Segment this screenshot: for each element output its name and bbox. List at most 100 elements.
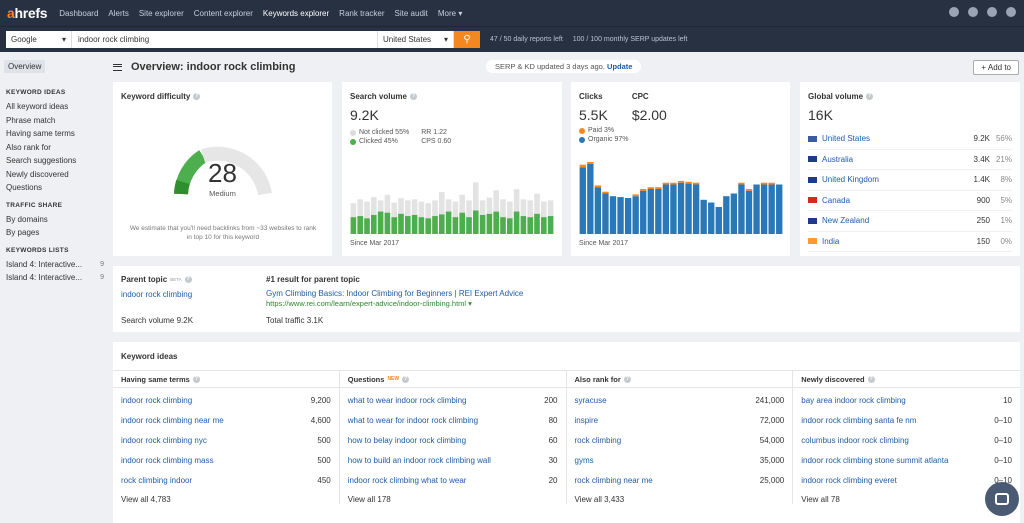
kd-note: We estimate that you'll need backlinks f… <box>129 225 317 241</box>
keyword-link[interactable]: rock climbing near me <box>574 476 653 486</box>
keyword-link[interactable]: inspire <box>574 415 599 425</box>
country-name[interactable]: New Zealand <box>822 216 870 226</box>
nav-item-4[interactable]: Keywords explorer <box>262 8 330 18</box>
help-icon[interactable]: ? <box>623 375 631 383</box>
keyword-link[interactable]: indoor rock climbing santa fe nm <box>801 415 917 425</box>
country-row[interactable]: India 150 0% <box>808 232 1012 252</box>
country-row[interactable]: Australia 3.4K 21% <box>808 150 1012 170</box>
nav-item-1[interactable]: Alerts <box>108 8 129 18</box>
parent-topic-link[interactable]: indoor rock climbing <box>121 290 193 299</box>
country-name[interactable]: United Kingdom <box>822 175 879 185</box>
keyword-link[interactable]: bay area indoor rock climbing <box>801 395 906 405</box>
sidebar-item[interactable]: Island 4: Interactive... 9 <box>6 271 104 285</box>
country-row[interactable]: United States 9.2K 56% <box>808 129 1012 150</box>
keyword-link[interactable]: indoor rock climbing near me <box>121 415 224 425</box>
country-name[interactable]: Australia <box>822 154 854 164</box>
sv-bar-clicked <box>459 212 465 234</box>
nav-item-2[interactable]: Site explorer <box>138 8 184 18</box>
keyword-volume: 35,000 <box>759 456 785 466</box>
sidebar-item[interactable]: Island 4: Interactive... 9 <box>6 258 104 272</box>
country-row[interactable]: United Kingdom 1.4K 8% <box>808 170 1012 191</box>
search-engine-select[interactable]: Google ▾ <box>6 31 72 48</box>
clicks-bar-organic <box>602 193 609 234</box>
sidebar-item[interactable]: Phrase match <box>6 114 104 128</box>
sidebar-item[interactable]: By domains <box>6 213 104 227</box>
clicks-bar-paid <box>640 189 647 191</box>
top-result-url[interactable]: https://www.rei.com/learn/expert-advice/… <box>266 299 472 308</box>
sv-bar-total <box>527 200 533 234</box>
keyword-link[interactable]: rock climbing indoor <box>121 476 193 486</box>
clicks-title: Clicks <box>579 92 603 101</box>
keyword-link[interactable]: columbus indoor rock climbing <box>801 435 909 445</box>
keyword-link[interactable]: rock climbing <box>574 435 622 445</box>
view-all-link[interactable]: View all 4,783 <box>121 494 171 504</box>
top-result-link[interactable]: Gym Climbing Basics: Indoor Climbing for… <box>266 289 524 298</box>
sidebar-item[interactable]: Questions <box>6 181 104 195</box>
view-all-link[interactable]: View all 78 <box>801 494 840 504</box>
keyword-volume: 9,200 <box>310 395 331 405</box>
country-row[interactable]: New Zealand 250 1% <box>808 211 1012 232</box>
keyword-link[interactable]: how to belay indoor rock climbing <box>347 435 467 445</box>
help-icon[interactable]: ? <box>193 93 201 100</box>
sidebar-item[interactable]: Also rank for <box>6 141 104 155</box>
help-icon[interactable]: ? <box>409 93 417 100</box>
keyword-link[interactable]: indoor rock climbing <box>121 395 193 405</box>
country-volume: 150 <box>976 236 990 246</box>
country-row[interactable]: Canada 900 5% <box>808 191 1012 211</box>
country-name[interactable]: Canada <box>822 195 851 205</box>
chat-button[interactable] <box>985 482 1019 516</box>
clicks-bar-organic <box>624 198 632 234</box>
country-select[interactable]: United States ▾ <box>378 31 454 48</box>
keyword-link[interactable]: what to wear for indoor rock climbing <box>347 415 479 425</box>
sidebar-item-overview[interactable]: Overview <box>4 60 46 73</box>
gv-title: Global volume <box>808 92 864 101</box>
keyword-link[interactable]: gyms <box>574 456 594 466</box>
help-icon[interactable]: ? <box>402 375 410 383</box>
country-name[interactable]: United States <box>822 134 871 144</box>
keyword-link[interactable]: syracuse <box>574 395 607 405</box>
help-icon[interactable]: ? <box>192 375 200 383</box>
help-icon[interactable]: ? <box>867 375 875 383</box>
view-all-link[interactable]: View all 178 <box>347 494 391 504</box>
nav-item-3[interactable]: Content explorer <box>193 8 253 18</box>
keyword-link[interactable]: indoor rock climbing nyc <box>121 435 207 445</box>
notifications-icon[interactable] <box>968 7 978 17</box>
clicks-bar-paid <box>745 189 753 191</box>
ahrefs-logo[interactable]: ahrefs <box>7 5 48 21</box>
account-icon[interactable] <box>1006 7 1016 17</box>
keyword-volume: 0–10 <box>994 476 1012 486</box>
idea-column-header: Also rank for? <box>575 371 785 387</box>
keyword-link[interactable]: indoor rock climbing stone summit atlant… <box>801 456 949 466</box>
keyword-input[interactable]: indoor rock climbing <box>72 31 378 48</box>
sidebar-item[interactable]: All keyword ideas <box>6 100 104 114</box>
nav-item-7[interactable]: More ▾ <box>437 8 463 18</box>
nav-item-0[interactable]: Dashboard <box>59 8 99 18</box>
country-name[interactable]: India <box>822 236 840 246</box>
clicks-bar-organic <box>730 193 738 234</box>
view-all-link[interactable]: View all 3,433 <box>574 494 625 504</box>
keyword-link[interactable]: indoor rock climbing everet <box>801 476 897 486</box>
add-to-button[interactable]: + Add to <box>973 60 1019 75</box>
flag-icon <box>808 135 817 142</box>
keyword-link[interactable]: indoor rock climbing mass <box>121 456 214 466</box>
sidebar-item[interactable]: Newly discovered <box>6 168 104 182</box>
keyword-link[interactable]: indoor rock climbing what to wear <box>347 476 467 486</box>
sidebar-item[interactable]: Having same terms <box>6 127 104 141</box>
nav-item-5[interactable]: Rank tracker <box>339 8 385 18</box>
bell-icon[interactable] <box>987 7 997 17</box>
clicks-since: Since Mar 2017 <box>579 240 629 247</box>
keyword-link[interactable]: what to wear indoor rock climbing <box>347 395 467 405</box>
help-icon[interactable]: ? <box>184 276 192 283</box>
help-icon[interactable]: ? <box>866 93 874 100</box>
sidebar-item[interactable]: By pages <box>6 226 104 240</box>
sv-bar-total <box>500 199 506 234</box>
sv-bar-total <box>466 200 472 234</box>
update-link[interactable]: Update <box>607 62 633 71</box>
sidebar-item[interactable]: Search suggestions <box>6 154 104 168</box>
search-button[interactable]: ⚲ <box>454 31 480 48</box>
menu-icon[interactable] <box>113 63 122 71</box>
keyword-link[interactable]: how to build an indoor rock climbing wal… <box>347 456 491 466</box>
nav-item-6[interactable]: Site audit <box>394 8 428 18</box>
help-icon[interactable] <box>949 7 959 17</box>
sidebar-item-label: Island 4: Interactive... <box>6 259 83 269</box>
